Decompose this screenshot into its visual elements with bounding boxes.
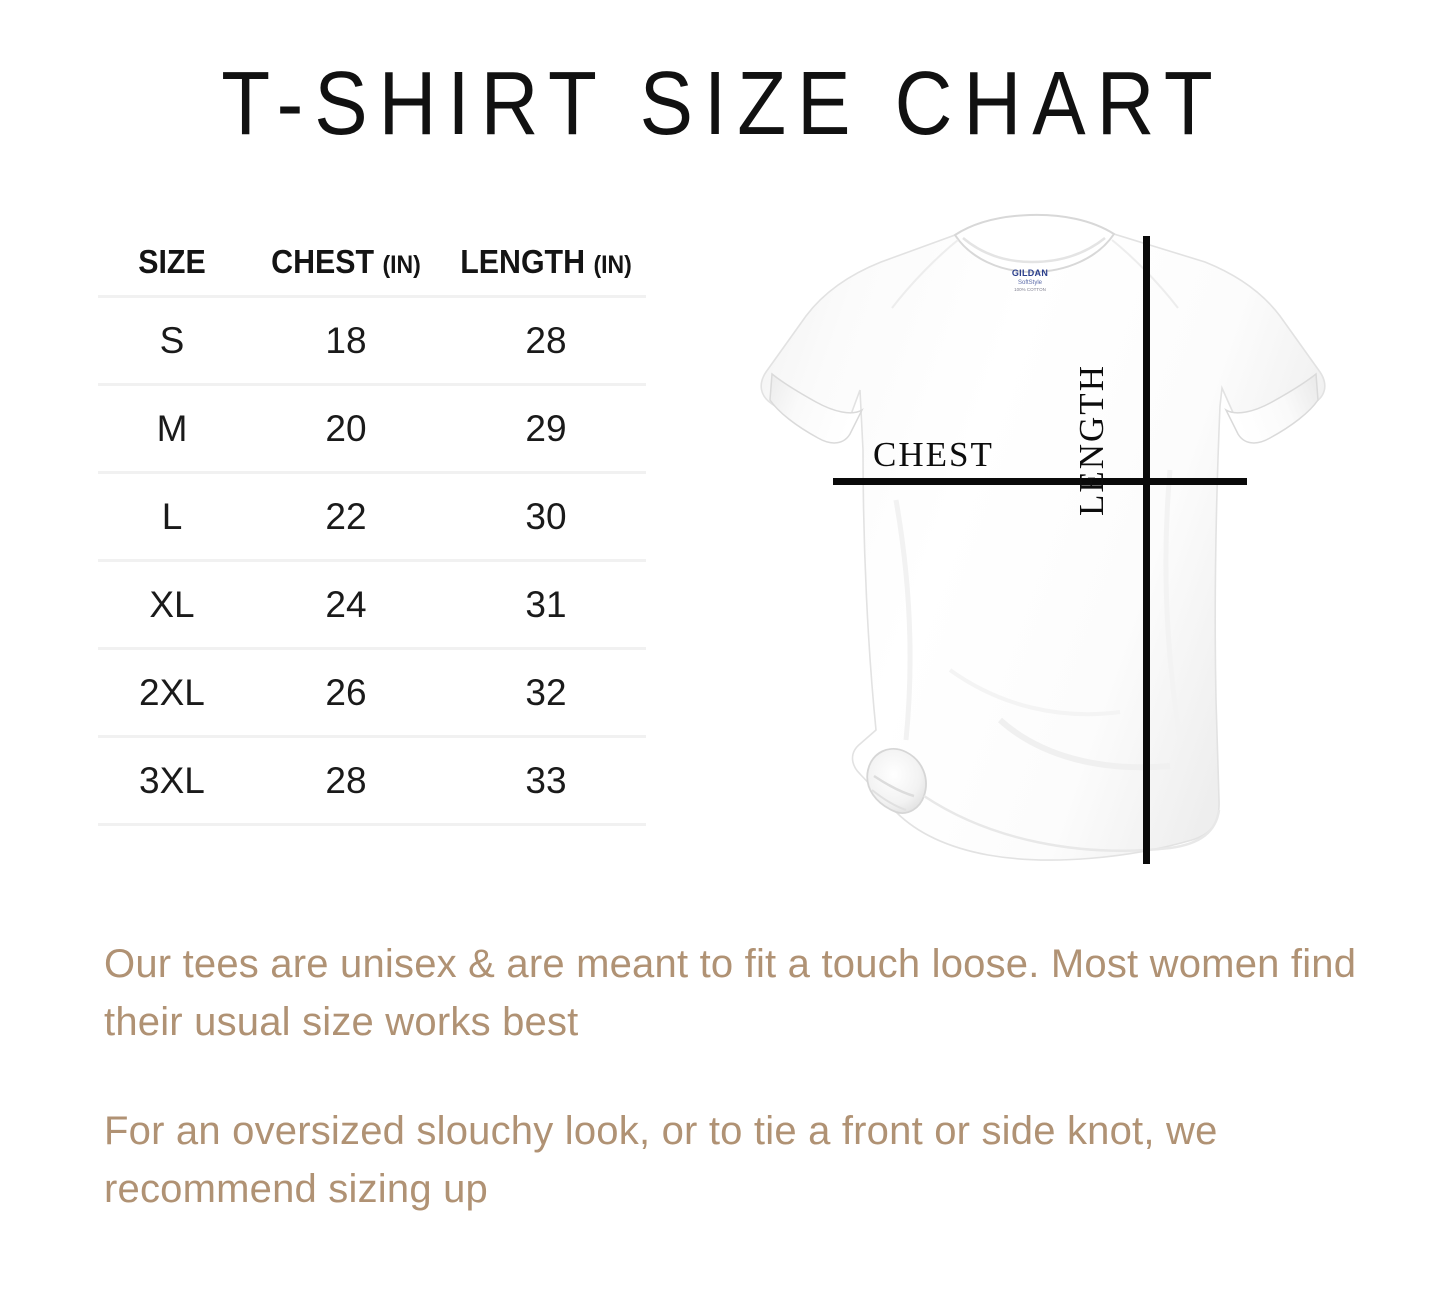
cell-size: S bbox=[159, 319, 185, 361]
tshirt-icon bbox=[760, 213, 1326, 861]
column-header-chest-unit: (IN) bbox=[382, 251, 421, 279]
table-row: L 22 30 bbox=[98, 472, 646, 561]
column-header-size: SIZE bbox=[104, 243, 240, 297]
knot-fold bbox=[873, 774, 915, 798]
brand-sub-label: SoftStyle bbox=[1017, 279, 1042, 286]
shoulder-seam-left bbox=[891, 239, 959, 309]
shirt-collar bbox=[953, 213, 1116, 274]
cell-size: M bbox=[156, 407, 188, 449]
column-header-length-unit: (IN) bbox=[593, 251, 632, 279]
cell-length: 30 bbox=[525, 495, 567, 537]
table-row: 2XL 26 32 bbox=[98, 648, 646, 737]
fit-notes: Our tees are unisex & are meant to fit a… bbox=[104, 936, 1364, 1218]
cell-size: 3XL bbox=[139, 759, 205, 801]
brand-name-label: GILDAN bbox=[1011, 268, 1049, 278]
cell-chest: 26 bbox=[325, 671, 367, 713]
cell-chest: 22 bbox=[325, 495, 367, 537]
column-header-length: LENGTH (IN) bbox=[454, 243, 638, 297]
shirt-right-cuff bbox=[1224, 372, 1319, 444]
cell-chest: 28 bbox=[325, 759, 367, 801]
chest-measure-label: CHEST bbox=[873, 435, 994, 474]
shirt-neckline-seam bbox=[962, 237, 1106, 264]
page-title: T-SHIRT SIZE CHART bbox=[221, 53, 1224, 153]
fabric-fold bbox=[948, 668, 1121, 717]
table-row: 3XL 28 33 bbox=[98, 736, 646, 825]
brand-care-label: 100% COTTON bbox=[1014, 286, 1046, 292]
cell-chest: 20 bbox=[325, 407, 367, 449]
cell-length: 29 bbox=[525, 407, 567, 449]
shirt-hem bbox=[923, 794, 1221, 852]
knot-fold bbox=[871, 789, 907, 811]
cell-size: L bbox=[161, 495, 183, 537]
cell-chest: 18 bbox=[325, 319, 367, 361]
cell-chest: 24 bbox=[325, 583, 367, 625]
fit-note-1: Our tees are unisex & are meant to fit a… bbox=[104, 942, 1357, 1044]
table-header-row: SIZE CHEST (IN) LENGTH (IN) bbox=[98, 243, 646, 297]
table-row: M 20 29 bbox=[98, 384, 646, 473]
fabric-fold bbox=[893, 499, 913, 741]
cell-length: 28 bbox=[525, 319, 567, 361]
table-row: XL 24 31 bbox=[98, 560, 646, 649]
cell-length: 33 bbox=[525, 759, 567, 801]
cell-length: 31 bbox=[525, 583, 567, 625]
tshirt-illustration: GILDAN SoftStyle 100% COTTON CHEST LENGT… bbox=[700, 200, 1380, 900]
length-measure-label: LENGTH bbox=[1072, 364, 1111, 516]
column-header-chest: CHEST (IN) bbox=[254, 243, 438, 297]
cell-length: 32 bbox=[525, 671, 567, 713]
fabric-fold bbox=[1163, 469, 1183, 741]
shirt-body bbox=[760, 214, 1326, 861]
cell-size: 2XL bbox=[139, 671, 205, 713]
chest-measure-line bbox=[833, 478, 1247, 485]
table-row: S 18 28 bbox=[98, 296, 646, 385]
cell-size: XL bbox=[149, 583, 195, 625]
size-chart-table: SIZE CHEST (IN) LENGTH (IN) S 18 28 M bbox=[98, 243, 646, 826]
column-header-chest-label: CHEST bbox=[271, 243, 375, 280]
column-header-size-label: SIZE bbox=[138, 243, 206, 280]
brand-neck-tag: GILDAN SoftStyle 100% COTTON bbox=[994, 269, 1066, 292]
shirt-left-cuff bbox=[769, 372, 864, 444]
length-measure-line bbox=[1143, 236, 1150, 864]
column-header-length-label: LENGTH bbox=[460, 243, 586, 280]
fit-note-2: For an oversized slouchy look, or to tie… bbox=[104, 1109, 1218, 1211]
